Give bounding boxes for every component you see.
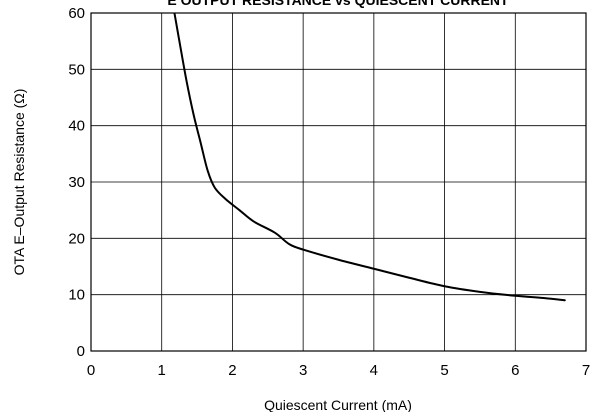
grid [91, 13, 586, 351]
series-line [173, 13, 566, 302]
y-tick-label: 40 [68, 118, 85, 135]
x-tick-label: 6 [511, 362, 519, 379]
y-tick-label: 0 [77, 343, 85, 360]
x-tick-label: 7 [582, 362, 590, 379]
y-axis-label: OTA E–Output Resistance (Ω) [11, 89, 27, 276]
y-tick-label: 60 [68, 5, 85, 22]
y-tick-label: 10 [68, 287, 85, 304]
y-tick-label: 20 [68, 230, 85, 247]
x-axis-label: Quiescent Current (mA) [264, 397, 412, 412]
chart-title: E OUTPUT RESISTANCE vs QUIESCENT CURRENT [167, 0, 509, 8]
x-tick-label: 4 [370, 362, 378, 379]
y-tick-label: 50 [68, 61, 85, 78]
series-layer [173, 13, 566, 302]
plot-frame [90, 12, 587, 352]
x-tick-label: 5 [440, 362, 448, 379]
tick-labels: 0 1 2 3 4 5 6 7 0 10 20 30 40 50 60 [68, 5, 590, 379]
x-tick-label: 2 [228, 362, 236, 379]
y-tick-label: 30 [68, 174, 85, 191]
x-tick-label: 0 [87, 362, 95, 379]
x-tick-label: 1 [158, 362, 166, 379]
x-tick-label: 3 [299, 362, 307, 379]
